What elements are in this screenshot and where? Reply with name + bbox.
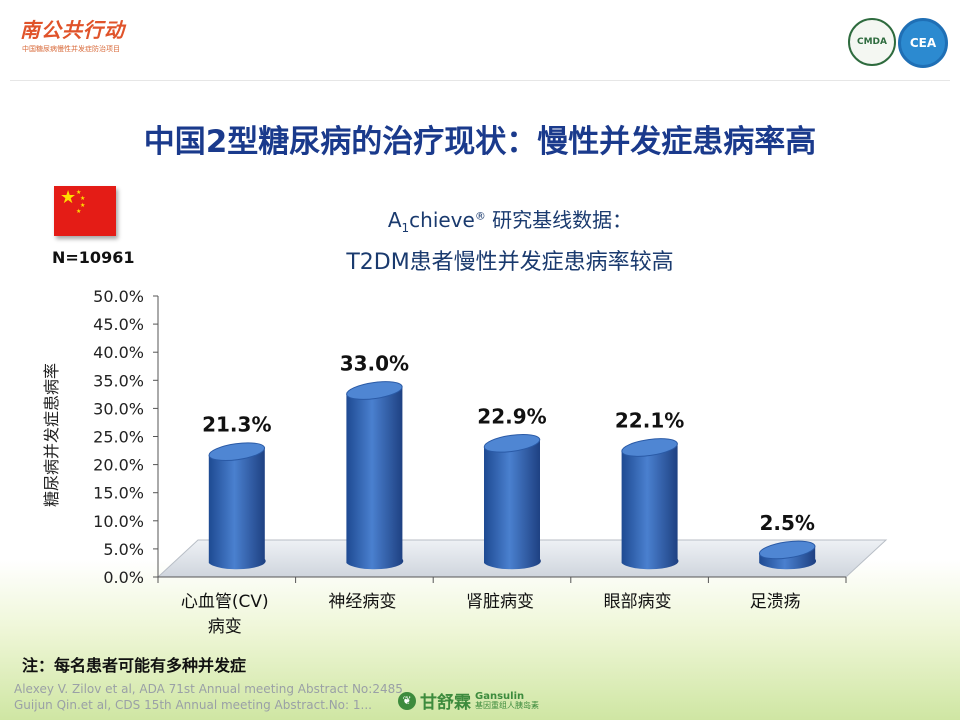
reference-2: Guijun Qin.et al, CDS 15th Annual meetin… (14, 698, 372, 712)
slide-title: 中国2型糖尿病的治疗现状：慢性并发症患病率高 (143, 124, 817, 160)
flag-star-icon: ★ (80, 195, 86, 202)
x-tick-label: 眼部病变 (604, 592, 672, 612)
bar-top (208, 442, 266, 462)
x-tick-label: 病变 (208, 617, 242, 637)
x-tick-label: 肾脏病变 (466, 592, 534, 612)
y-axis-label: 糖尿病并发症患病率 (42, 363, 61, 507)
chart-title-rest: 研究基线数据： (485, 208, 633, 232)
bar (621, 443, 679, 570)
y-tick-label: 30.0% (93, 399, 144, 418)
y-tick-label: 0.0% (103, 568, 144, 587)
bar (346, 386, 404, 570)
bar-top (483, 433, 541, 453)
y-tick-label: 50.0% (93, 287, 144, 306)
data-label: 2.5% (759, 511, 814, 535)
sample-size: N=10961 (52, 248, 135, 267)
brand-logo: ❦ 甘舒霖 Gansulin 基因重组人胰岛素 (398, 688, 539, 713)
brand-name-cn: 甘舒霖 (420, 693, 471, 713)
data-label: 33.0% (340, 352, 409, 376)
chart-title-registered: ® (474, 209, 486, 223)
y-tick-label: 45.0% (93, 315, 144, 334)
bar-top (346, 381, 403, 400)
y-tick-label: 5.0% (103, 540, 144, 559)
reference-1: Alexey V. Zilov et al, ADA 71st Annual m… (14, 682, 403, 696)
y-tick-label: 10.0% (93, 512, 144, 531)
y-tick-label: 40.0% (93, 343, 144, 362)
cea-logo: CEA (898, 18, 948, 68)
chart-title-line2: T2DM患者慢性并发症患病率较高 (346, 250, 674, 275)
bar (484, 439, 541, 570)
data-label: 21.3% (202, 413, 271, 437)
chart-title-chieve: chieve (409, 208, 475, 232)
program-logo-subtitle: 中国糖尿病慢性并发症防治项目 (22, 45, 120, 53)
bar (208, 447, 266, 570)
header-divider (10, 80, 950, 81)
y-tick-label: 20.0% (93, 456, 144, 475)
flag-star-icon: ★ (76, 189, 82, 196)
brand-tagline: 基因重组人胰岛素 (475, 700, 539, 710)
bar-top (758, 540, 816, 560)
background-grass-gradient (0, 560, 960, 720)
cmda-logo: CMDA (848, 18, 896, 66)
flag-star-icon: ★ (80, 202, 86, 209)
data-label: 22.1% (615, 408, 684, 432)
program-logo: 南公共行动 (20, 18, 125, 42)
chart-title-a: A (387, 208, 402, 232)
bar-top (621, 438, 678, 457)
x-tick-label: 心血管(CV) (181, 592, 269, 612)
data-label: 22.9% (477, 404, 546, 428)
y-tick-label: 25.0% (93, 428, 144, 447)
footnote: 注：每名患者可能有多种并发症 (22, 656, 247, 675)
leaf-icon: ❦ (398, 691, 416, 710)
brand-name-en: Gansulin (475, 690, 525, 702)
x-tick-label: 神经病变 (328, 592, 396, 612)
flag-star-icon: ★ (60, 187, 77, 208)
y-tick-label: 35.0% (93, 371, 144, 390)
chart-title-subscript: 1 (401, 221, 410, 235)
flag-star-icon: ★ (76, 208, 82, 215)
x-tick-label: 足溃疡 (750, 592, 801, 612)
china-flag-icon: ★ ★ ★ ★ ★ (54, 186, 116, 236)
y-tick-label: 15.0% (93, 484, 144, 503)
chart-title-line1: A1chieve® 研究基线数据： (330, 204, 690, 235)
